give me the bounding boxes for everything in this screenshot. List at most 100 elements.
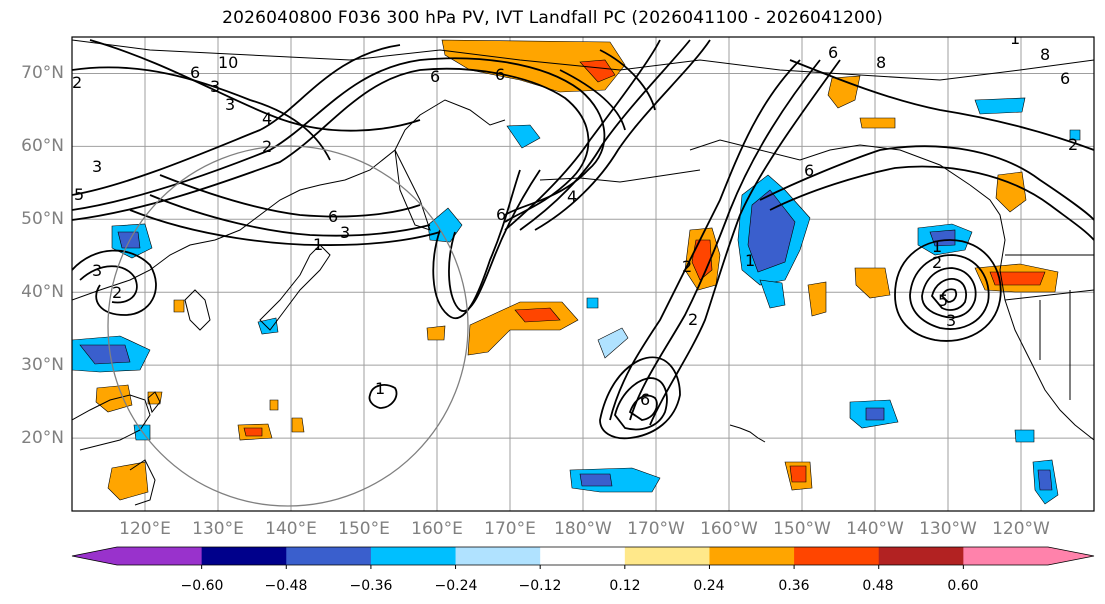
- contour-label: 4: [262, 109, 272, 128]
- contour-label: 1: [313, 235, 323, 254]
- colorbar-tick-label: −0.60: [181, 578, 224, 594]
- contour-line: [759, 145, 1094, 221]
- contour-label: 6: [328, 207, 338, 226]
- contour-labels: 10 6 3 2 4 3 2 5 3 6 1 3 6 6 4 1 3 2 6 8…: [72, 37, 1078, 409]
- colorbar-segment: [878, 547, 964, 565]
- positive-anomaly-regions: [95, 39, 1059, 501]
- anomaly-blob: [859, 117, 896, 129]
- colorbar-tick-label: 0.60: [947, 578, 978, 594]
- colorbar-segment: [117, 547, 203, 565]
- lat-label: 70°N: [21, 63, 64, 83]
- colorbar-tick-label: −0.24: [435, 578, 478, 594]
- anomaly-blob: [789, 465, 807, 483]
- aleutians-coastline: [539, 169, 701, 183]
- contour-label: 1: [745, 251, 755, 270]
- lon-label: 120°W: [992, 519, 1050, 539]
- contour-label: 3: [92, 261, 102, 280]
- contour-label: 3: [340, 223, 350, 242]
- contour-line: [940, 288, 958, 303]
- us-borders: [1004, 254, 1094, 400]
- anomaly-blob: [597, 327, 629, 359]
- map-title: 2026040800 F036 300 hPa PV, IVT Landfall…: [222, 8, 883, 28]
- colorbar: [71, 546, 1095, 569]
- contour-label: 6: [495, 65, 505, 84]
- contour-line: [609, 59, 801, 421]
- lat-label: 20°N: [21, 428, 64, 448]
- anomaly-blob: [1037, 469, 1053, 491]
- contour-line: [614, 377, 668, 431]
- contour-label: 2: [112, 283, 122, 302]
- lat-label: 60°N: [21, 136, 64, 156]
- anomaly-blob: [1014, 429, 1035, 443]
- japan-coastline: [259, 244, 331, 331]
- contour-line: [769, 165, 1094, 241]
- lon-label: 120°E: [119, 519, 171, 539]
- contour-line: [72, 249, 157, 316]
- contour-label: 8: [1040, 45, 1050, 64]
- contour-label: 6: [190, 63, 200, 82]
- contour-label: 5: [938, 291, 948, 310]
- korea-coastline: [184, 289, 211, 331]
- anomaly-blob: [807, 281, 827, 317]
- hawaii-coastline: [729, 424, 766, 443]
- lat-label: 40°N: [21, 282, 64, 302]
- lon-label: 140°W: [846, 519, 904, 539]
- contour-line: [504, 39, 661, 231]
- colorbar-segment: [963, 547, 1049, 565]
- anomaly-blob: [974, 97, 1026, 115]
- colorbar-extend-high-arrow: [1048, 547, 1094, 565]
- lon-label: 130°E: [192, 519, 244, 539]
- anomaly-blob: [79, 344, 131, 365]
- anomaly-blob: [865, 407, 885, 421]
- colorbar-tick-label: 0.48: [862, 578, 893, 594]
- anomaly-blob: [173, 299, 185, 313]
- taiwan-coastline: [147, 391, 161, 414]
- anomaly-blob: [243, 427, 263, 437]
- contour-line: [629, 59, 821, 421]
- colorbar-tick-label: 0.36: [778, 578, 809, 594]
- lon-label: 150°E: [338, 519, 390, 539]
- contour-label: 3: [210, 77, 220, 96]
- colorbar-ticks: −0.60 −0.48 −0.36 −0.24 −0.12 0.12 0.24 …: [181, 578, 979, 594]
- anomaly-blob: [1069, 129, 1081, 141]
- asia-coastline: [72, 99, 506, 301]
- contour-line: [599, 49, 656, 111]
- colorbar-segment: [286, 547, 372, 565]
- alaska-coastline: [689, 139, 971, 186]
- colorbar-tick-label: −0.12: [519, 578, 562, 594]
- contour-label: 4: [567, 187, 577, 206]
- lon-label: 160°E: [411, 519, 463, 539]
- contour-label: 6: [640, 390, 650, 409]
- anomaly-blob: [747, 189, 796, 273]
- contour-line: [599, 356, 681, 440]
- negative-anomaly-regions: [72, 97, 1081, 505]
- anomaly-blob: [995, 171, 1027, 213]
- colorbar-segment: [370, 547, 457, 565]
- anomaly-blob: [691, 239, 713, 281]
- contour-line: [72, 57, 606, 216]
- contour-label: 3: [946, 311, 956, 330]
- contour-label: 2: [262, 137, 272, 156]
- contour-label: 1: [932, 237, 942, 256]
- contour-label: 2: [72, 73, 82, 92]
- china-coastline: [72, 394, 151, 451]
- colorbar-tick-label: −0.48: [265, 578, 308, 594]
- colorbar-segment: [540, 547, 626, 565]
- lon-label: 180°W: [554, 519, 612, 539]
- contour-label: 8: [876, 53, 886, 72]
- lon-label: 130°W: [919, 519, 977, 539]
- map-frame: [71, 36, 1095, 512]
- contour-label: 6: [1060, 69, 1070, 88]
- colorbar-segment: [624, 547, 710, 565]
- contour-label: 2: [932, 253, 942, 272]
- colorbar-segment: [201, 547, 287, 565]
- contour-line: [789, 59, 1094, 151]
- lon-label: 150°W: [773, 519, 831, 539]
- contour-label: 5: [74, 185, 84, 204]
- contour-line: [894, 239, 1002, 342]
- anomaly-blob: [269, 399, 279, 411]
- anomaly-blob: [759, 279, 786, 309]
- lon-label: 140°E: [265, 519, 317, 539]
- contour-label: 6: [430, 67, 440, 86]
